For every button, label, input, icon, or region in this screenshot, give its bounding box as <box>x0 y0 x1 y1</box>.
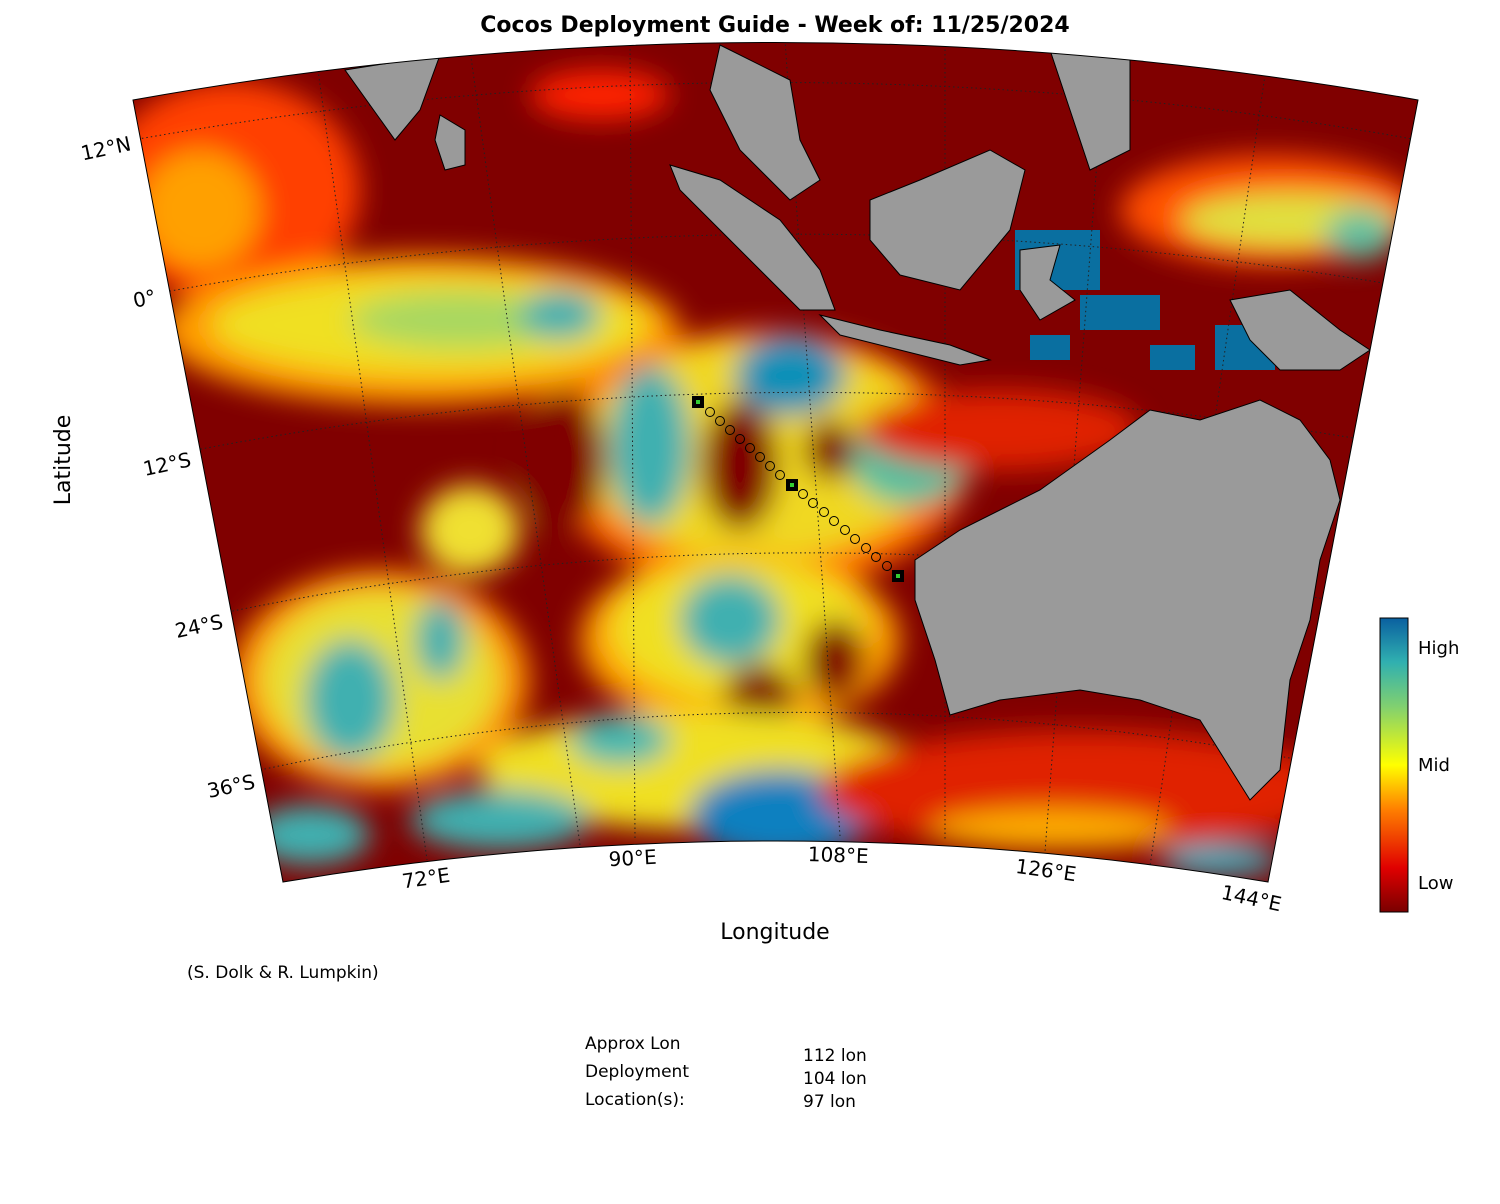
lon-label: 144°E <box>1219 880 1283 916</box>
deployment-track <box>705 407 892 571</box>
colorbar-labels: High Mid Low <box>1418 638 1459 894</box>
lat-label: 12°S <box>141 447 193 480</box>
lat-label: 24°S <box>173 609 225 642</box>
map-frame <box>132 42 1419 883</box>
colorbar-label: Mid <box>1418 755 1450 776</box>
colorbar <box>1379 617 1409 913</box>
deployment-header: Deployment <box>585 1062 689 1082</box>
lon-label: 72°E <box>401 863 452 893</box>
deployment-points <box>692 396 904 582</box>
heatmap <box>133 70 1418 876</box>
deployment-header: Location(s): <box>585 1090 685 1110</box>
lon-label: 90°E <box>608 845 657 871</box>
lat-label: 36°S <box>205 769 257 802</box>
colorbar-label: Low <box>1418 873 1453 894</box>
credit: (S. Dolk & R. Lumpkin) <box>187 963 379 983</box>
land <box>344 44 1371 801</box>
graticule <box>133 42 1418 867</box>
y-axis-label: Latitude <box>51 415 76 506</box>
lat-label: 0° <box>131 284 158 312</box>
deployment-header: Approx Lon <box>585 1034 681 1054</box>
lat-label: 12°N <box>79 131 133 165</box>
deployment-location: 112 lon <box>803 1046 867 1066</box>
deployment-table: Approx Lon Deployment Location(s): 112 l… <box>585 1034 867 1112</box>
lon-label: 108°E <box>807 842 869 868</box>
colorbar-label: High <box>1418 638 1459 659</box>
title: Cocos Deployment Guide - Week of: 11/25/… <box>480 13 1069 38</box>
lon-label: 126°E <box>1014 854 1078 886</box>
map <box>133 42 1418 882</box>
x-axis-label: Longitude <box>720 920 829 945</box>
lat-labels: 12°N 0° 12°S 24°S 36°S <box>79 131 257 802</box>
deployment-location: 97 lon <box>803 1092 856 1112</box>
deployment-location: 104 lon <box>803 1069 867 1089</box>
